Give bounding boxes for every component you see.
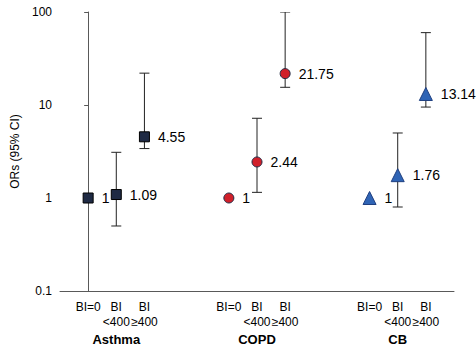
svg-text:Asthma: Asthma <box>92 332 140 347</box>
svg-text:4.55: 4.55 <box>158 129 185 145</box>
svg-text:1.76: 1.76 <box>413 167 440 183</box>
svg-text:BI: BI <box>251 300 262 314</box>
svg-text:BI: BI <box>279 300 290 314</box>
svg-text:2.44: 2.44 <box>271 154 298 170</box>
svg-text:1.09: 1.09 <box>130 187 157 203</box>
svg-text:BI: BI <box>139 300 150 314</box>
svg-text:1: 1 <box>45 191 52 205</box>
svg-text:<400: <400 <box>103 315 130 329</box>
svg-text:≥400: ≥400 <box>131 315 158 329</box>
svg-text:<400: <400 <box>243 315 270 329</box>
svg-text:BI: BI <box>111 300 122 314</box>
svg-text:COPD: COPD <box>238 332 276 347</box>
svg-text:BI=0: BI=0 <box>216 300 241 314</box>
svg-text:CB: CB <box>388 332 407 347</box>
svg-text:1: 1 <box>102 190 110 206</box>
svg-text:BI: BI <box>392 300 403 314</box>
svg-text:BI=0: BI=0 <box>76 300 101 314</box>
svg-text:21.75: 21.75 <box>299 66 334 82</box>
svg-text:10: 10 <box>39 98 53 112</box>
svg-text:1: 1 <box>242 190 250 206</box>
svg-text:<400: <400 <box>384 315 411 329</box>
svg-text:0.1: 0.1 <box>35 284 52 298</box>
svg-text:13.14: 13.14 <box>441 86 476 102</box>
svg-text:100: 100 <box>32 5 52 19</box>
svg-text:ORs (95% CI): ORs (95% CI) <box>8 114 22 189</box>
svg-text:BI: BI <box>420 300 431 314</box>
svg-text:≥400: ≥400 <box>413 315 440 329</box>
svg-text:≥400: ≥400 <box>272 315 299 329</box>
svg-text:1: 1 <box>385 190 393 206</box>
svg-text:BI=0: BI=0 <box>357 300 382 314</box>
